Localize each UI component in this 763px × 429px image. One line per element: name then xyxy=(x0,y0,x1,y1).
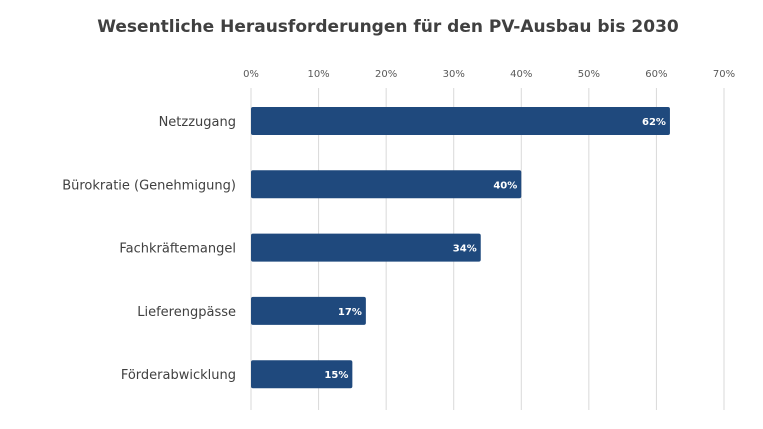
chart-title: Wesentliche Herausforderungen für den PV… xyxy=(97,17,679,37)
x-tick-label: 60% xyxy=(645,69,667,80)
bar xyxy=(251,360,353,389)
bar xyxy=(251,107,670,135)
bar xyxy=(251,233,481,262)
data-label: 15% xyxy=(324,370,348,381)
bar xyxy=(251,170,522,199)
bars: Netzzugang 62% Bürokratie (Genehmigung) 40%… xyxy=(62,107,670,389)
data-label: 34% xyxy=(453,244,477,255)
data-label: 62% xyxy=(642,117,666,128)
category-label: Lieferengpässe xyxy=(137,305,236,320)
x-axis-ticks: 0% 10% 20% 30% 40% 50% 60% 70% xyxy=(243,69,735,80)
category-label: Förderabwicklung xyxy=(121,368,236,383)
x-tick-label: 50% xyxy=(578,69,600,80)
category-label: Bürokratie (Genehmigung) xyxy=(62,178,236,193)
data-label: 17% xyxy=(338,307,362,318)
category-label: Fachkräftemangel xyxy=(119,242,236,257)
bar xyxy=(251,296,366,325)
x-tick-label: 10% xyxy=(307,69,329,80)
x-tick-label: 20% xyxy=(375,69,397,80)
x-tick-label: 70% xyxy=(713,69,735,80)
data-label: 40% xyxy=(493,180,517,191)
x-tick-label: 0% xyxy=(243,69,259,80)
x-tick-label: 40% xyxy=(510,69,532,80)
category-label: Netzzugang xyxy=(159,115,236,130)
x-tick-label: 30% xyxy=(443,69,465,80)
